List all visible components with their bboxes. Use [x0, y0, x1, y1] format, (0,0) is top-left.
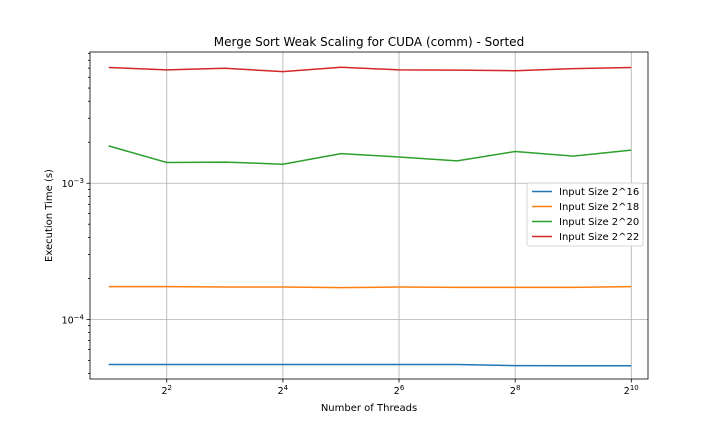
y-axis-label: Execution Time (s) — [44, 169, 55, 262]
x-tick-label: 210 — [624, 384, 639, 397]
x-tick-label: 28 — [510, 384, 521, 397]
x-tick-label: 26 — [394, 384, 405, 397]
x-tick-label: 24 — [278, 384, 289, 397]
series-line-2 — [108, 285, 632, 289]
legend-entry: Input Size 2^22 — [559, 232, 639, 243]
x-tick-label: 22 — [162, 384, 173, 397]
series-line-3 — [108, 145, 632, 165]
ticks: 22 24 26 28 210 10−4 10−3 — [62, 52, 639, 397]
chart-title: Merge Sort Weak Scaling for CUDA (comm) … — [214, 35, 524, 49]
y-tick-label: 10−4 — [62, 313, 85, 326]
legend-box — [526, 182, 644, 247]
plot-frame — [89, 51, 649, 380]
series-layer — [108, 66, 632, 367]
legend: Input Size 2^16 Input Size 2^18 Input Size… — [526, 182, 644, 247]
x-axis-label: Number of Threads — [321, 403, 417, 414]
legend-entry: Input Size 2^16 — [559, 187, 639, 198]
series-line-1 — [108, 363, 632, 367]
series-line-4 — [108, 66, 632, 73]
y-tick-label: 10−3 — [62, 177, 84, 190]
legend-entry: Input Size 2^18 — [559, 202, 639, 213]
legend-entry: Input Size 2^20 — [559, 217, 639, 228]
